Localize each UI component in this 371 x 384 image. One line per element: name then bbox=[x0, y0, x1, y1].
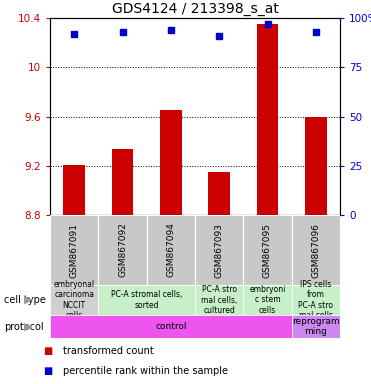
Bar bbox=[63, 164, 85, 215]
Text: reprogram
ming: reprogram ming bbox=[292, 317, 339, 336]
Bar bbox=[292, 315, 340, 338]
Text: embryonal
carcinoma
NCCIT
cells: embryonal carcinoma NCCIT cells bbox=[53, 280, 95, 320]
Text: ▶: ▶ bbox=[23, 321, 32, 331]
Text: control: control bbox=[155, 322, 187, 331]
Text: percentile rank within the sample: percentile rank within the sample bbox=[63, 366, 228, 376]
Text: GSM867094: GSM867094 bbox=[166, 223, 175, 277]
Bar bbox=[50, 285, 98, 315]
Text: GSM867096: GSM867096 bbox=[311, 222, 320, 278]
Text: ▶: ▶ bbox=[23, 295, 32, 305]
Title: GDS4124 / 213398_s_at: GDS4124 / 213398_s_at bbox=[112, 2, 279, 16]
Text: GSM867091: GSM867091 bbox=[70, 222, 79, 278]
Bar bbox=[257, 24, 278, 215]
Bar bbox=[98, 215, 147, 285]
Text: protocol: protocol bbox=[4, 321, 43, 331]
Bar bbox=[50, 215, 98, 285]
Bar bbox=[292, 285, 340, 315]
Bar bbox=[243, 215, 292, 285]
Text: PC-A stromal cells,
sorted: PC-A stromal cells, sorted bbox=[111, 290, 183, 310]
Text: PC-A stro
mal cells,
cultured: PC-A stro mal cells, cultured bbox=[201, 285, 237, 315]
Text: embryoni
c stem
cells: embryoni c stem cells bbox=[249, 285, 286, 315]
Bar bbox=[195, 215, 243, 285]
Text: transformed count: transformed count bbox=[63, 346, 154, 356]
Text: IPS cells
from
PC-A stro
mal cells: IPS cells from PC-A stro mal cells bbox=[298, 280, 333, 320]
Text: GSM867092: GSM867092 bbox=[118, 223, 127, 277]
Text: GSM867095: GSM867095 bbox=[263, 222, 272, 278]
Bar bbox=[112, 149, 134, 215]
Bar bbox=[292, 215, 340, 285]
Bar bbox=[147, 215, 195, 285]
Text: GSM867093: GSM867093 bbox=[215, 222, 224, 278]
Bar bbox=[195, 285, 243, 315]
Text: cell type: cell type bbox=[4, 295, 46, 305]
Bar bbox=[50, 315, 292, 338]
Bar bbox=[98, 285, 195, 315]
Bar bbox=[160, 110, 182, 215]
Bar bbox=[243, 285, 292, 315]
Bar bbox=[305, 116, 327, 215]
Bar bbox=[208, 172, 230, 215]
Text: ■: ■ bbox=[44, 366, 53, 376]
Text: ■: ■ bbox=[44, 346, 53, 356]
